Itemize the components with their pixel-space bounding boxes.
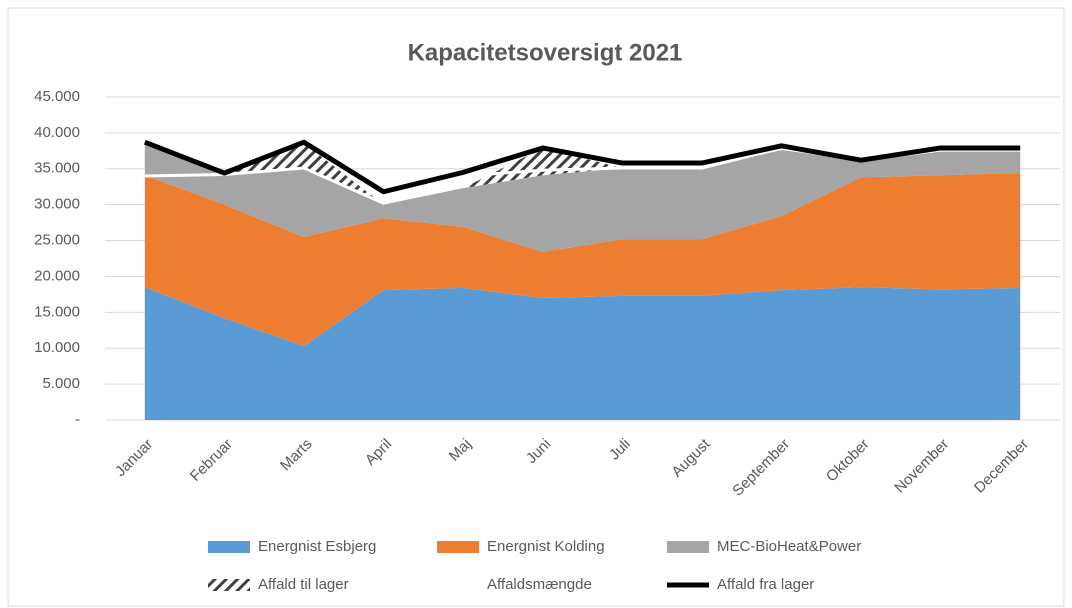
y-tick-label: 15.000 bbox=[34, 303, 80, 320]
legend-swatch bbox=[208, 579, 250, 591]
area bbox=[144, 287, 1021, 420]
y-tick-label: 40.000 bbox=[34, 124, 80, 141]
legend-swatch bbox=[208, 541, 250, 553]
legend-label: Energnist Kolding bbox=[487, 538, 605, 555]
legend-label: MEC-BioHeat&Power bbox=[717, 538, 861, 555]
area bbox=[144, 142, 1021, 205]
y-tick-label: - bbox=[75, 411, 80, 428]
legend-swatch bbox=[667, 541, 709, 553]
legend-label: Affald til lager bbox=[258, 576, 349, 593]
y-tick-label: 10.000 bbox=[34, 339, 80, 356]
legend-swatch bbox=[437, 541, 479, 553]
legend-label: Affald fra lager bbox=[717, 576, 814, 593]
y-tick-label: 35.000 bbox=[34, 160, 80, 177]
area bbox=[144, 145, 1021, 253]
y-tick-label: 30.000 bbox=[34, 196, 80, 213]
y-tick-label: 5.000 bbox=[42, 375, 80, 392]
y-tick-label: 45.000 bbox=[34, 88, 80, 105]
y-tick-label: 20.000 bbox=[34, 267, 80, 284]
line bbox=[143, 139, 1021, 195]
y-tick-label: 25.000 bbox=[34, 232, 80, 249]
chart-title: Kapacitetsoversigt 2021 bbox=[408, 39, 683, 66]
area bbox=[144, 173, 1021, 347]
legend-label: Energnist Esbjerg bbox=[258, 538, 376, 555]
legend-label: Affaldsmængde bbox=[487, 576, 592, 593]
